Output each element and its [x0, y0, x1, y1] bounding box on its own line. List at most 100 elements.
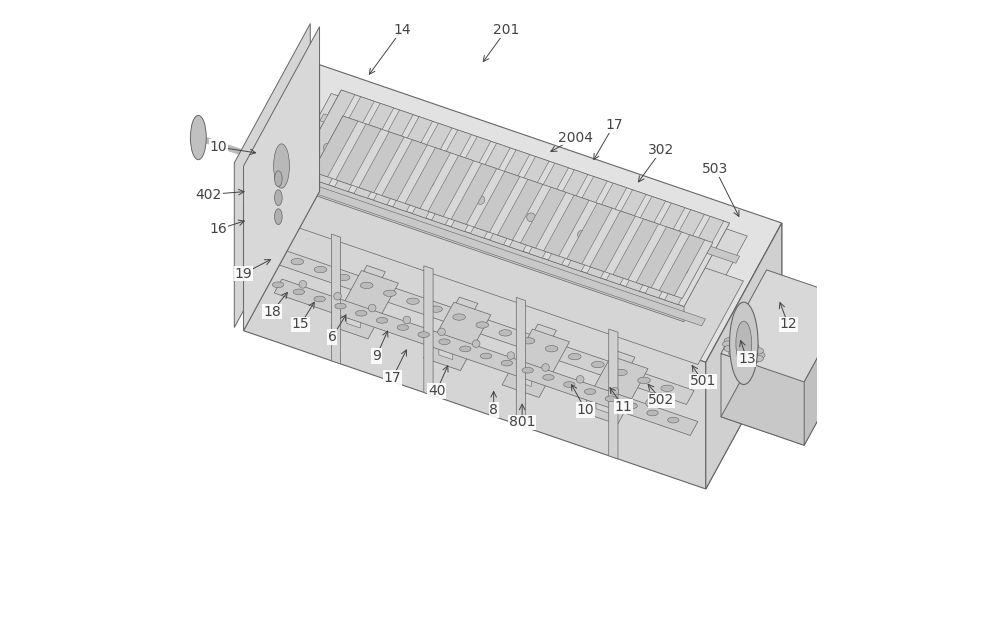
- Ellipse shape: [480, 353, 492, 359]
- Ellipse shape: [638, 377, 650, 384]
- Ellipse shape: [753, 356, 763, 362]
- Polygon shape: [313, 116, 358, 177]
- Ellipse shape: [749, 357, 759, 363]
- Polygon shape: [439, 340, 453, 359]
- Polygon shape: [721, 270, 850, 382]
- Ellipse shape: [360, 282, 373, 289]
- Polygon shape: [393, 123, 452, 212]
- Polygon shape: [315, 97, 374, 185]
- Ellipse shape: [729, 350, 739, 356]
- Text: 14: 14: [393, 23, 411, 37]
- Ellipse shape: [568, 354, 581, 360]
- Ellipse shape: [268, 251, 281, 257]
- Ellipse shape: [723, 341, 733, 347]
- Polygon shape: [382, 140, 427, 200]
- Text: 17: 17: [384, 371, 401, 385]
- Ellipse shape: [736, 321, 752, 366]
- Text: 801: 801: [509, 415, 535, 429]
- Ellipse shape: [275, 171, 282, 186]
- Polygon shape: [244, 65, 782, 363]
- Circle shape: [323, 143, 332, 152]
- Polygon shape: [502, 329, 569, 398]
- Text: 501: 501: [689, 375, 716, 389]
- Circle shape: [438, 328, 445, 336]
- Polygon shape: [515, 324, 556, 372]
- Polygon shape: [721, 354, 804, 445]
- Ellipse shape: [724, 345, 734, 352]
- Ellipse shape: [291, 258, 304, 265]
- Polygon shape: [234, 24, 310, 328]
- Polygon shape: [437, 297, 478, 345]
- Polygon shape: [296, 90, 730, 307]
- Circle shape: [425, 178, 434, 187]
- Ellipse shape: [755, 352, 765, 358]
- Ellipse shape: [407, 298, 419, 305]
- Ellipse shape: [668, 417, 679, 423]
- Ellipse shape: [499, 329, 512, 336]
- Ellipse shape: [418, 332, 429, 338]
- Polygon shape: [517, 366, 531, 387]
- Ellipse shape: [460, 346, 471, 352]
- Circle shape: [374, 161, 383, 170]
- Ellipse shape: [383, 290, 396, 296]
- Polygon shape: [594, 351, 635, 399]
- Polygon shape: [804, 298, 850, 445]
- Polygon shape: [568, 183, 627, 272]
- Text: 19: 19: [235, 266, 252, 280]
- Polygon shape: [428, 156, 474, 216]
- Polygon shape: [613, 219, 658, 280]
- Polygon shape: [244, 27, 320, 331]
- Circle shape: [334, 293, 341, 300]
- Polygon shape: [424, 266, 433, 396]
- Text: 40: 40: [428, 384, 445, 398]
- Text: 8: 8: [489, 403, 498, 417]
- Ellipse shape: [742, 339, 752, 345]
- Polygon shape: [344, 265, 385, 314]
- Ellipse shape: [661, 385, 674, 391]
- Text: 9: 9: [372, 349, 381, 363]
- Ellipse shape: [626, 403, 637, 409]
- Polygon shape: [451, 163, 497, 225]
- Circle shape: [403, 316, 411, 324]
- Text: 11: 11: [615, 399, 632, 413]
- Ellipse shape: [829, 356, 843, 394]
- Text: 302: 302: [648, 143, 675, 157]
- Polygon shape: [544, 195, 589, 256]
- Ellipse shape: [545, 345, 558, 352]
- Polygon shape: [432, 137, 491, 225]
- Ellipse shape: [397, 324, 409, 330]
- Text: 16: 16: [209, 223, 227, 237]
- Polygon shape: [270, 248, 694, 404]
- Polygon shape: [509, 163, 568, 251]
- Polygon shape: [659, 235, 705, 296]
- Ellipse shape: [647, 410, 658, 416]
- Ellipse shape: [584, 389, 596, 394]
- Circle shape: [679, 265, 688, 274]
- Text: 6: 6: [328, 330, 337, 344]
- Circle shape: [476, 195, 485, 204]
- Circle shape: [578, 230, 586, 239]
- Text: 402: 402: [196, 188, 222, 202]
- Ellipse shape: [501, 360, 513, 366]
- Circle shape: [576, 375, 584, 383]
- Ellipse shape: [314, 296, 325, 302]
- Ellipse shape: [275, 190, 282, 205]
- Polygon shape: [320, 114, 740, 263]
- Polygon shape: [665, 216, 724, 305]
- Ellipse shape: [272, 282, 284, 287]
- Polygon shape: [244, 204, 706, 489]
- Text: 12: 12: [779, 317, 797, 331]
- Text: 10: 10: [209, 140, 227, 154]
- Ellipse shape: [453, 314, 465, 320]
- Polygon shape: [405, 148, 450, 209]
- Polygon shape: [581, 356, 648, 424]
- Polygon shape: [296, 174, 684, 322]
- Ellipse shape: [376, 317, 388, 323]
- Ellipse shape: [476, 322, 489, 328]
- Polygon shape: [244, 65, 320, 331]
- Polygon shape: [497, 179, 543, 240]
- Polygon shape: [596, 394, 610, 413]
- Circle shape: [646, 399, 653, 407]
- Polygon shape: [282, 139, 743, 364]
- Ellipse shape: [522, 338, 535, 344]
